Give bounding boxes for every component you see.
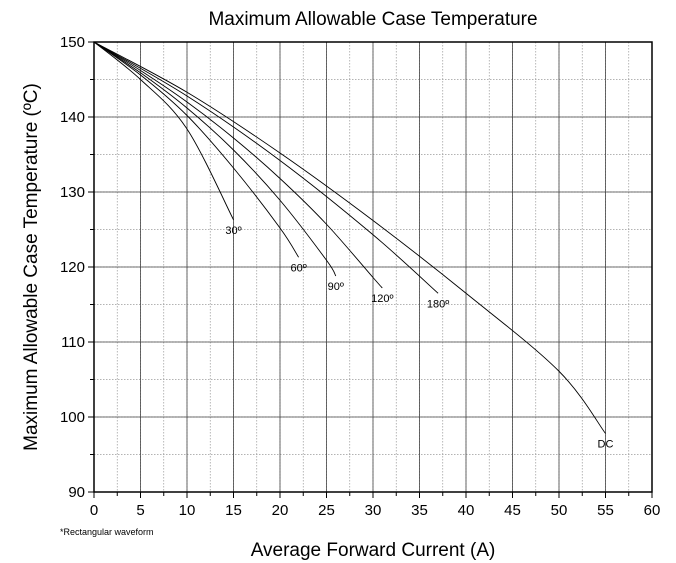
curve-label: 30º bbox=[225, 225, 241, 237]
x-tick-label: 35 bbox=[411, 502, 428, 519]
curve-90º bbox=[93, 41, 337, 277]
y-tick-label: 140 bbox=[60, 109, 85, 126]
y-tick-label: 110 bbox=[61, 334, 85, 351]
curve-label: 120º bbox=[371, 293, 393, 305]
curves: 30º 60º 90º 120º 180º DC bbox=[93, 41, 614, 451]
grid bbox=[94, 42, 652, 492]
x-tick-label: 45 bbox=[504, 502, 521, 519]
x-tick-label: 10 bbox=[179, 502, 196, 519]
curve-120º bbox=[93, 41, 383, 289]
x-tick-label: 0 bbox=[90, 502, 98, 519]
x-tick-label: 5 bbox=[136, 502, 144, 519]
y-axis-label: Maximum Allowable Case Temperature (ºC) bbox=[21, 83, 42, 451]
y-tick-label: 150 bbox=[60, 34, 85, 51]
y-tick-label: 120 bbox=[60, 259, 85, 276]
x-tick-label: 55 bbox=[597, 502, 614, 519]
x-tick-label: 15 bbox=[225, 502, 242, 519]
x-tick-label: 50 bbox=[551, 502, 568, 519]
footnote: *Rectangular waveform bbox=[60, 527, 154, 537]
curve-DC bbox=[93, 41, 606, 434]
curve-label: DC bbox=[598, 439, 614, 451]
x-tick-label: 25 bbox=[318, 502, 335, 519]
plot-frame bbox=[93, 41, 653, 493]
ticks: 0 5 10 15 20 25 30 35 40 45 50 55 60 90 100 110 120 130 14… bbox=[60, 34, 660, 519]
curve-30º bbox=[93, 41, 234, 220]
x-tick-label: 20 bbox=[272, 502, 289, 519]
curve-label: 60º bbox=[290, 262, 306, 274]
curve-label: 180º bbox=[427, 298, 449, 310]
y-tick-label: 90 bbox=[68, 484, 85, 501]
curve-label: 90º bbox=[328, 281, 344, 293]
y-tick-label: 130 bbox=[60, 184, 85, 201]
chart-title: Maximum Allowable Case Temperature bbox=[208, 9, 537, 30]
x-axis-label: Average Forward Current (A) bbox=[251, 540, 496, 561]
x-tick-label: 40 bbox=[458, 502, 475, 519]
curve-180º bbox=[93, 41, 439, 294]
y-tick-label: 100 bbox=[60, 409, 85, 426]
curve-60º bbox=[93, 41, 299, 258]
x-tick-label: 60 bbox=[644, 502, 661, 519]
x-tick-label: 30 bbox=[365, 502, 382, 519]
